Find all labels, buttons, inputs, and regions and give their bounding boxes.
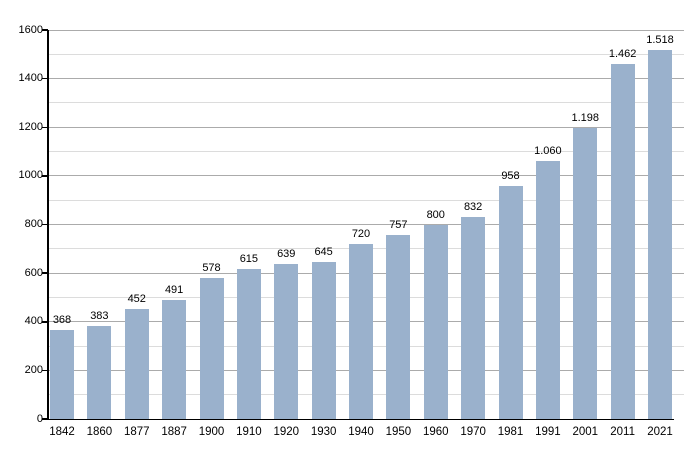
x-tick-label-1970: 1970 <box>460 426 486 438</box>
bar-value-label-1950: 757 <box>389 218 408 231</box>
bar-2011 <box>610 63 635 419</box>
x-tick-label-1887: 1887 <box>161 426 187 438</box>
bar-1930 <box>311 262 336 419</box>
bar-value-label-1991: 1.060 <box>534 145 562 158</box>
bar-value-label-1930: 645 <box>314 246 333 259</box>
bar-1860 <box>87 325 112 419</box>
bar-value-label-2011: 1.462 <box>608 47 637 60</box>
x-tick-label-1900: 1900 <box>198 426 225 438</box>
gridline-major <box>48 78 684 80</box>
bar-value-label-1981: 958 <box>501 170 520 183</box>
y-tick-mark-400 <box>42 321 48 323</box>
y-tick-label-200: 200 <box>24 363 43 376</box>
bar-1842 <box>50 329 74 419</box>
bar-1991 <box>535 161 560 419</box>
y-tick-mark-1400 <box>42 77 48 80</box>
y-tick-label-0: 0 <box>36 412 43 425</box>
bar-value-label-1970: 832 <box>463 200 483 213</box>
x-tick-label-1842: 1842 <box>49 426 75 438</box>
bar-1877 <box>124 309 149 419</box>
x-tick-label-1981: 1981 <box>497 426 524 438</box>
bar-1940 <box>349 243 373 419</box>
y-tick-mark-600 <box>42 272 48 274</box>
x-tick-label-1960: 1960 <box>422 426 449 438</box>
x-tick-label-1910: 1910 <box>236 426 262 438</box>
x-tick-label-2001: 2001 <box>572 426 599 438</box>
bar-value-label-1860: 383 <box>90 309 109 322</box>
y-tick-label-1600: 1600 <box>18 23 43 36</box>
y-tick-mark-200 <box>42 369 48 372</box>
y-tick-label-800: 800 <box>24 218 43 230</box>
y-tick-mark-0 <box>42 418 48 420</box>
bar-value-label-1900: 578 <box>202 262 221 275</box>
y-tick-mark-1200 <box>42 126 48 128</box>
bar-1910 <box>236 269 261 419</box>
x-tick-label-2011: 2011 <box>610 426 635 438</box>
bar-1970 <box>461 216 486 419</box>
x-tick-label-1950: 1950 <box>385 426 412 438</box>
y-tick-label-1200: 1200 <box>18 120 43 133</box>
bar-2021 <box>648 49 672 419</box>
bar-1981 <box>498 186 523 419</box>
y-tick-label-1400: 1400 <box>18 72 43 85</box>
y-axis-line <box>47 30 49 420</box>
bar-value-label-1920: 639 <box>277 247 296 260</box>
bar-value-label-2021: 1.518 <box>646 33 674 46</box>
y-tick-mark-1600 <box>42 29 48 31</box>
bar-value-label-2001: 1.198 <box>571 111 600 124</box>
x-tick-label-1940: 1940 <box>348 426 374 438</box>
bar-value-label-1887: 491 <box>164 283 184 296</box>
gridline-minor <box>48 199 684 201</box>
bar-value-label-1960: 800 <box>426 208 445 221</box>
x-tick-label-1991: 1991 <box>535 426 561 438</box>
gridline-major <box>48 29 684 31</box>
x-tick-label-2021: 2021 <box>647 426 673 438</box>
gridline-major <box>48 224 684 225</box>
bar-2001 <box>573 127 598 419</box>
x-tick-label-1930: 1930 <box>310 426 337 438</box>
y-tick-label-1000: 1000 <box>18 169 43 182</box>
bar-value-label-1940: 720 <box>351 227 371 240</box>
bar-1920 <box>274 263 299 419</box>
x-tick-label-1877: 1877 <box>123 426 150 438</box>
gridline-major <box>48 175 684 177</box>
x-tick-label-1920: 1920 <box>273 426 300 438</box>
bar-value-label-1910: 615 <box>239 253 259 266</box>
gridline-major <box>48 126 684 128</box>
bar-value-label-1877: 452 <box>127 293 146 306</box>
bar-1887 <box>162 299 187 419</box>
bar-1960 <box>423 224 448 419</box>
y-tick-label-400: 400 <box>24 315 43 328</box>
bar-1950 <box>386 234 411 419</box>
x-axis-line <box>47 418 674 420</box>
y-tick-mark-1000 <box>42 175 48 177</box>
gridline-minor <box>48 53 684 55</box>
y-tick-label-600: 600 <box>24 266 43 279</box>
y-tick-mark-800 <box>42 223 48 226</box>
gridline-minor <box>48 102 684 104</box>
bar-1900 <box>199 278 224 419</box>
bar-value-label-1842: 368 <box>52 313 72 326</box>
gridline-minor <box>48 151 684 153</box>
x-tick-label-1860: 1860 <box>86 426 113 438</box>
